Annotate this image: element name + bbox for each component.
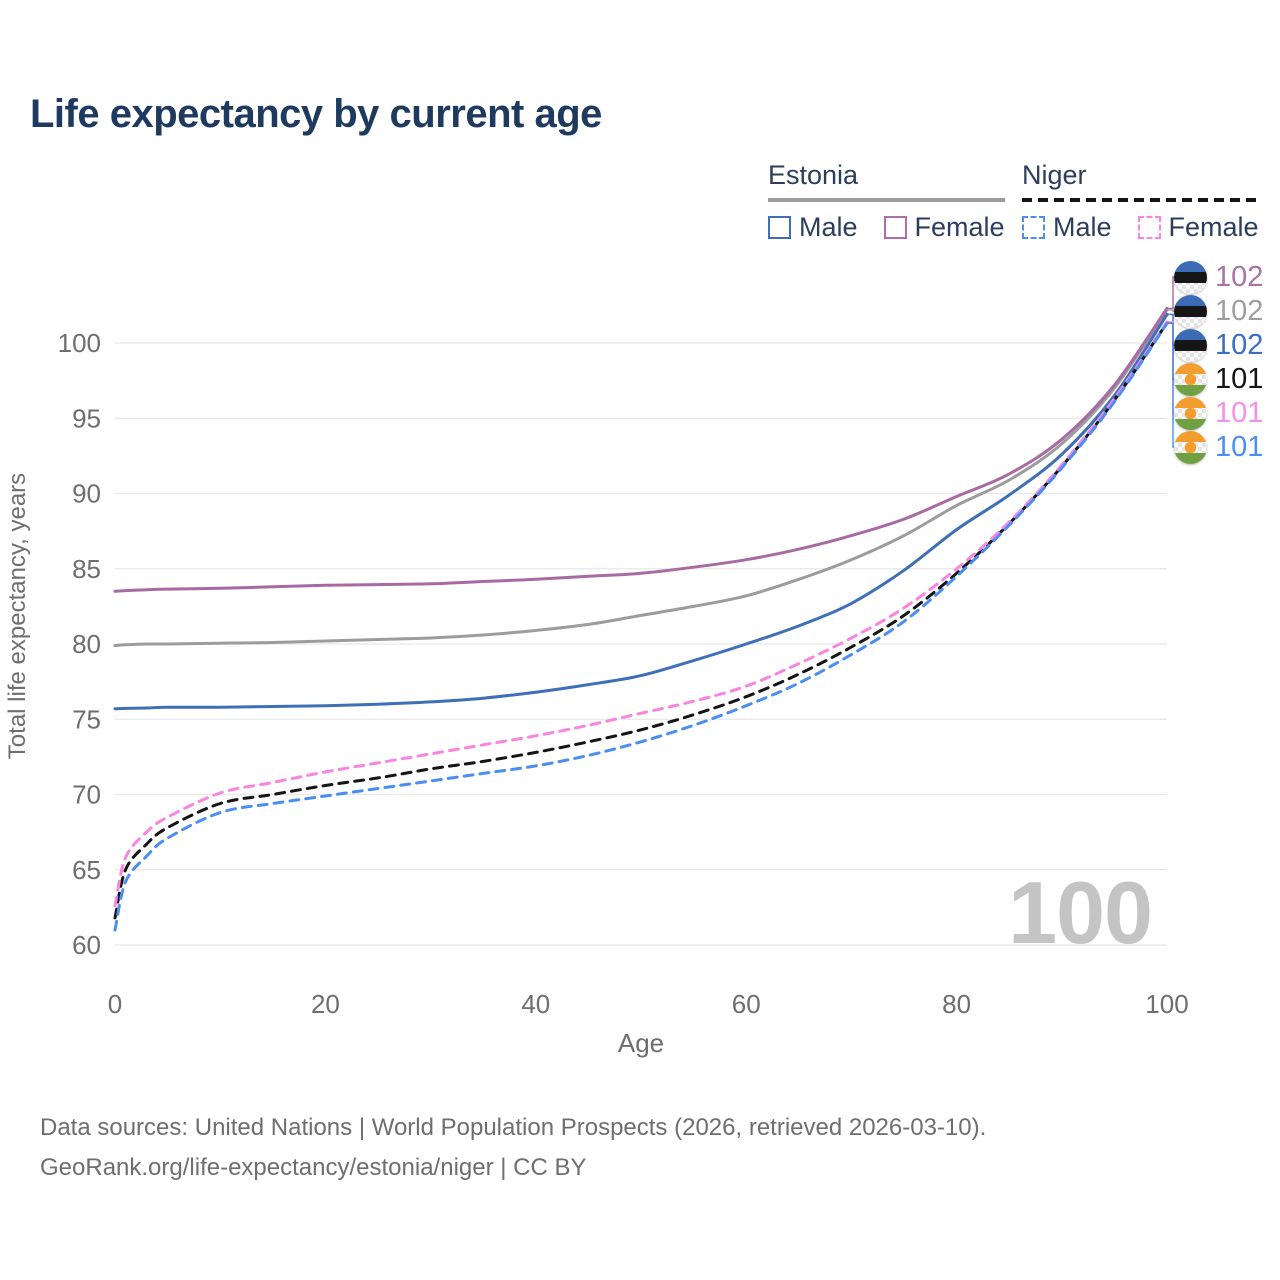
end-value: 102 [1215,260,1264,293]
series-line-estonia-male-female[interactable] [113,308,1169,647]
series-line-niger-female[interactable] [113,320,1169,908]
x-tick-60: 60 [732,989,761,1019]
legend-group-title-estonia[interactable]: Estonia [768,160,1005,202]
end-value: 101 [1215,362,1264,395]
niger-male-swatch [1022,216,1045,239]
y-tick-100: 100 [58,328,101,358]
niger-flag-icon [1174,362,1207,396]
end-label-estonia-female: 102 [1174,260,1263,294]
estonia-flag-icon [1174,294,1207,328]
series-line-niger-male[interactable] [113,321,1169,932]
x-tick-80: 80 [942,989,971,1019]
legend-item-estonia-female[interactable]: Female [883,212,1005,243]
end-label-niger-male-female: 101 [1174,362,1263,396]
footer-attribution[interactable]: GeoRank.org/life-expectancy/estonia/nige… [40,1154,587,1181]
legend-group-title-niger[interactable]: Niger [1022,160,1259,202]
legend-item-estonia-male[interactable]: Male [768,212,858,243]
niger-flag-icon [1174,430,1207,464]
end-value: 101 [1215,396,1264,429]
end-value: 102 [1215,294,1264,327]
niger-female-swatch [1137,216,1161,239]
y-tick-70: 70 [72,780,101,810]
page-title: Life expectancy by current age [30,92,602,136]
estonia-line-style-sample [768,198,1005,202]
end-label-niger-female: 101 [1174,396,1263,430]
legend-group-niger: Niger Male Female [1022,160,1259,243]
y-tick-80: 80 [72,629,101,659]
niger-flag-icon [1174,396,1207,430]
y-tick-65: 65 [72,855,101,885]
legend-item-niger-male[interactable]: Male [1022,212,1112,243]
estonia-male-swatch [768,216,791,239]
series-line-estonia-male[interactable] [113,312,1169,711]
age-watermark: 100 [1008,863,1153,962]
y-tick-90: 90 [72,479,101,509]
x-axis-title: Age [617,1028,665,1058]
niger-line-style-sample [1022,198,1259,202]
end-label-estonia-male-female: 102 [1174,294,1263,328]
end-value: 101 [1215,430,1264,463]
end-value: 102 [1215,328,1264,361]
x-tick-20: 20 [311,989,340,1019]
y-tick-60: 60 [72,930,101,960]
y-tick-85: 85 [72,554,101,584]
x-tick-40: 40 [521,989,550,1019]
series-line-estonia-female[interactable] [113,306,1169,593]
estonia-female-swatch [883,216,907,239]
x-tick-0: 0 [108,989,122,1019]
estonia-flag-icon [1174,260,1207,294]
footer-data-sources: Data sources: United Nations | World Pop… [40,1114,987,1141]
footer: Data sources: United Nations | World Pop… [40,1108,986,1188]
y-tick-95: 95 [72,403,101,433]
y-axis-title: Total life expectancy, years [4,472,31,760]
end-label-niger-male: 101 [1174,430,1263,464]
end-label-estonia-male: 102 [1174,328,1263,362]
x-tick-100: 100 [1145,989,1188,1019]
legend-group-estonia: Estonia Male Female [768,160,1005,243]
estonia-flag-icon [1174,328,1207,362]
legend-item-niger-female[interactable]: Female [1137,212,1259,243]
series-line-niger-male-female[interactable] [113,321,1169,920]
line-chart: 60 65 70 75 80 85 90 95 100 0 20 40 60 80 100 [58,276,1189,1019]
y-tick-75: 75 [72,704,101,734]
